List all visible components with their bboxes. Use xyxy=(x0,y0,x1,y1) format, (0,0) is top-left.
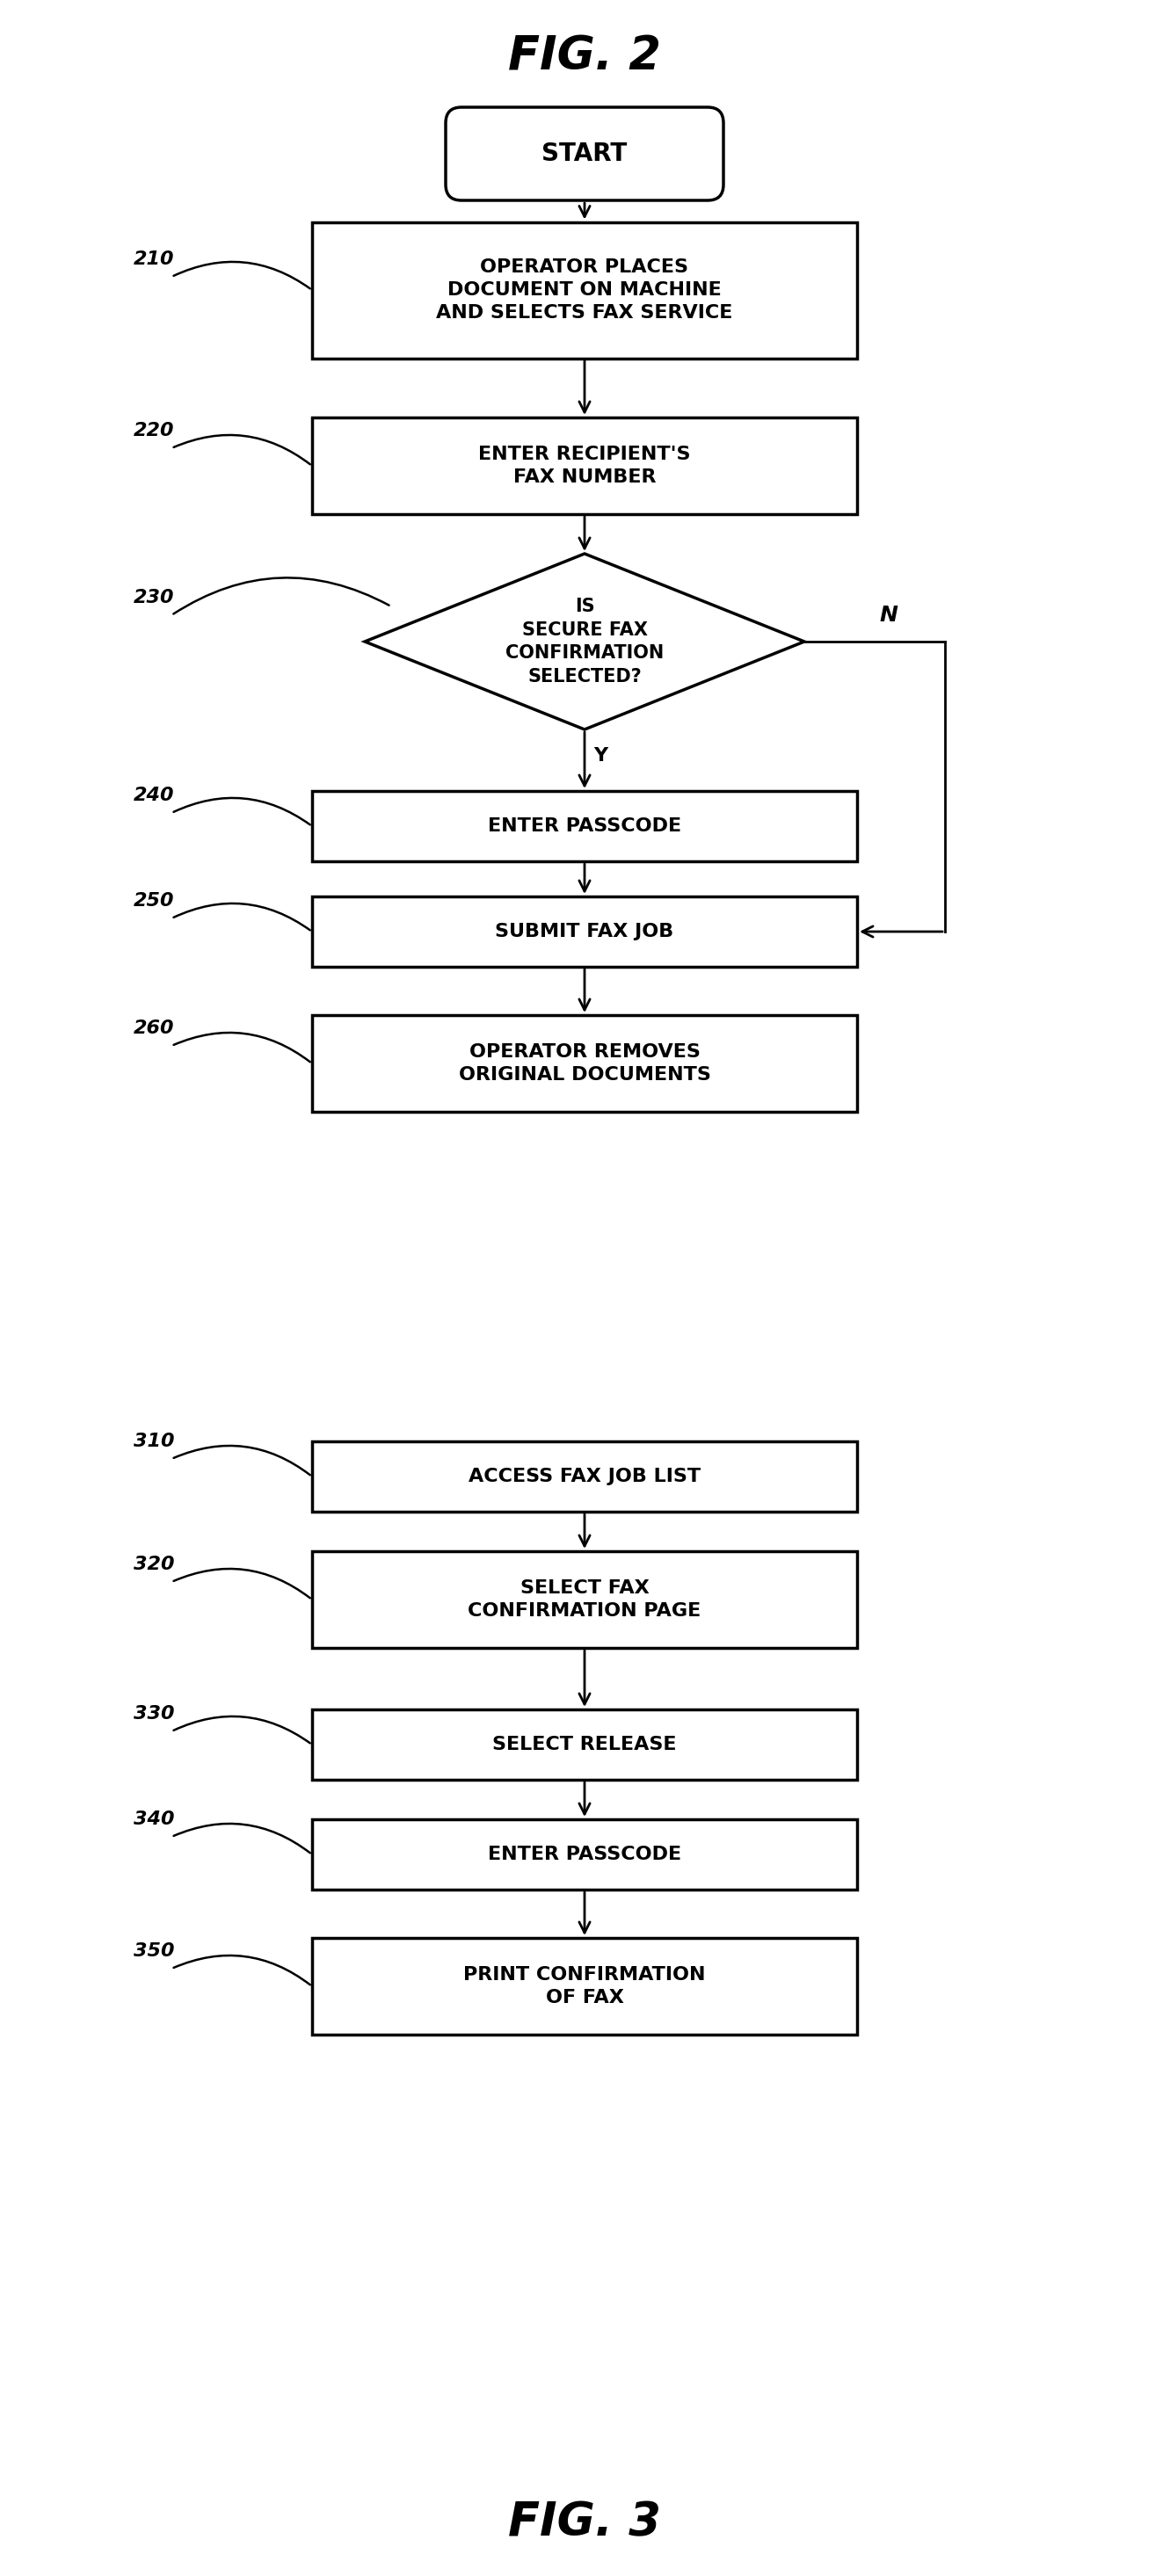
Text: 250: 250 xyxy=(133,891,174,909)
Text: START: START xyxy=(542,142,627,165)
Text: SUBMIT FAX JOB: SUBMIT FAX JOB xyxy=(495,922,674,940)
Text: SELECT RELEASE: SELECT RELEASE xyxy=(493,1736,676,1754)
Text: FIG. 2: FIG. 2 xyxy=(509,33,661,80)
Text: 340: 340 xyxy=(133,1811,174,1829)
Text: 210: 210 xyxy=(133,250,174,268)
Bar xyxy=(312,1710,858,1780)
Text: 350: 350 xyxy=(133,1942,174,1960)
Text: 310: 310 xyxy=(133,1432,174,1450)
Bar xyxy=(312,1443,858,1512)
Text: 220: 220 xyxy=(133,422,174,440)
Text: OPERATOR REMOVES
ORIGINAL DOCUMENTS: OPERATOR REMOVES ORIGINAL DOCUMENTS xyxy=(459,1043,710,1084)
Bar xyxy=(312,417,858,515)
Text: FIG. 3: FIG. 3 xyxy=(509,2499,661,2545)
Bar xyxy=(312,896,858,966)
Bar xyxy=(312,1551,858,1649)
FancyBboxPatch shape xyxy=(446,108,723,201)
Text: ENTER PASSCODE: ENTER PASSCODE xyxy=(488,817,681,835)
Bar xyxy=(312,1937,858,2035)
Text: PRINT CONFIRMATION
OF FAX: PRINT CONFIRMATION OF FAX xyxy=(463,1965,706,2007)
Text: IS
SECURE FAX
CONFIRMATION
SELECTED?: IS SECURE FAX CONFIRMATION SELECTED? xyxy=(505,598,663,685)
Text: SELECT FAX
CONFIRMATION PAGE: SELECT FAX CONFIRMATION PAGE xyxy=(468,1579,701,1620)
Text: 330: 330 xyxy=(133,1705,174,1723)
Text: ENTER PASSCODE: ENTER PASSCODE xyxy=(488,1844,681,1862)
Text: N: N xyxy=(879,605,897,626)
Bar xyxy=(312,1015,858,1113)
Text: ENTER RECIPIENT'S
FAX NUMBER: ENTER RECIPIENT'S FAX NUMBER xyxy=(479,446,690,487)
Bar xyxy=(312,222,858,358)
Text: 320: 320 xyxy=(133,1556,174,1574)
Text: OPERATOR PLACES
DOCUMENT ON MACHINE
AND SELECTS FAX SERVICE: OPERATOR PLACES DOCUMENT ON MACHINE AND … xyxy=(436,258,732,322)
Bar xyxy=(312,791,858,860)
Text: Y: Y xyxy=(593,747,607,765)
Bar xyxy=(312,1819,858,1891)
Polygon shape xyxy=(365,554,804,729)
Text: 240: 240 xyxy=(133,786,174,804)
Text: 230: 230 xyxy=(133,590,174,605)
Text: 260: 260 xyxy=(133,1020,174,1038)
Text: ACCESS FAX JOB LIST: ACCESS FAX JOB LIST xyxy=(468,1468,701,1486)
